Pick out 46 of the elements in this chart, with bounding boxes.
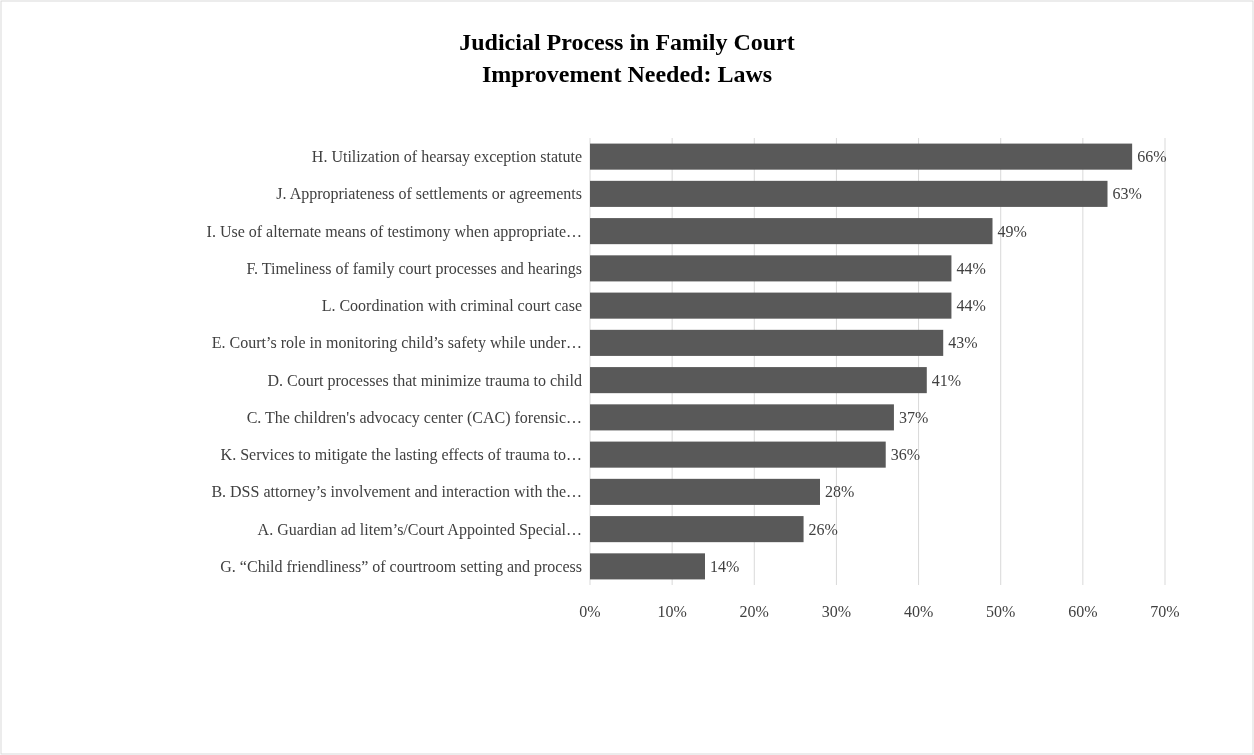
bar	[590, 478, 820, 505]
y-tick-label: F. Timeliness of family court processes and hearings	[246, 259, 582, 278]
y-tick-label: B. DSS attorney’s involvement and interaction with the…	[211, 483, 582, 502]
y-tick-label: E. Court’s role in monitoring child’s safety while under…	[211, 334, 582, 353]
data-label: 43%	[948, 334, 978, 352]
chart-subtitle: Improvement Needed: Laws	[481, 61, 773, 87]
bar	[590, 292, 952, 319]
y-tick-label: L. Coordination with criminal court case	[321, 297, 582, 315]
bar	[590, 553, 705, 580]
bar	[590, 255, 952, 282]
bar	[590, 404, 894, 431]
x-tick-label: 20%	[739, 603, 769, 620]
bar	[590, 516, 804, 543]
chart-title: Judicial Process in Family Court	[459, 29, 795, 55]
data-label: 44%	[956, 259, 986, 277]
y-tick-label: C. The children's advocacy center (CAC) forensic…	[246, 408, 582, 427]
x-tick-label: 40%	[903, 603, 934, 620]
bar	[590, 218, 993, 245]
bar	[590, 143, 1133, 170]
data-label: 66%	[1137, 148, 1167, 166]
data-label: 36%	[890, 446, 921, 464]
bar	[590, 367, 927, 394]
data-label: 41%	[931, 371, 962, 389]
bar	[590, 441, 886, 468]
y-tick-label: J. Appropriateness of settlements or agreements	[276, 185, 582, 204]
x-tick-label: 70%	[1150, 603, 1180, 620]
y-tick-label: I. Use of alternate means of testimony when appropriate…	[206, 222, 582, 241]
x-tick-label: 30%	[821, 603, 852, 620]
x-tick-label: 0%	[579, 603, 601, 620]
data-label: 26%	[808, 520, 838, 538]
bar	[590, 180, 1108, 207]
x-tick-label: 10%	[657, 603, 687, 620]
data-label: 14%	[710, 557, 740, 575]
y-tick-label: H. Utilization of hearsay exception statute	[311, 148, 582, 167]
data-label: 49%	[997, 222, 1027, 240]
data-label: 44%	[956, 297, 986, 315]
y-tick-label: K. Services to mitigate the lasting effects of trauma to…	[220, 446, 582, 465]
data-label: 37%	[898, 408, 929, 426]
x-tick-label: 60%	[1068, 603, 1098, 620]
data-label: 28%	[825, 483, 855, 501]
data-label: 63%	[1112, 185, 1142, 203]
x-tick-label: 50%	[986, 603, 1016, 620]
y-tick-label: G. “Child friendliness” of courtroom setting and process	[220, 557, 582, 576]
bar	[590, 329, 944, 356]
y-tick-label: A. Guardian ad litem’s/Court Appointed Special…	[257, 520, 582, 539]
y-tick-label: D. Court processes that minimize trauma to child	[267, 371, 582, 390]
